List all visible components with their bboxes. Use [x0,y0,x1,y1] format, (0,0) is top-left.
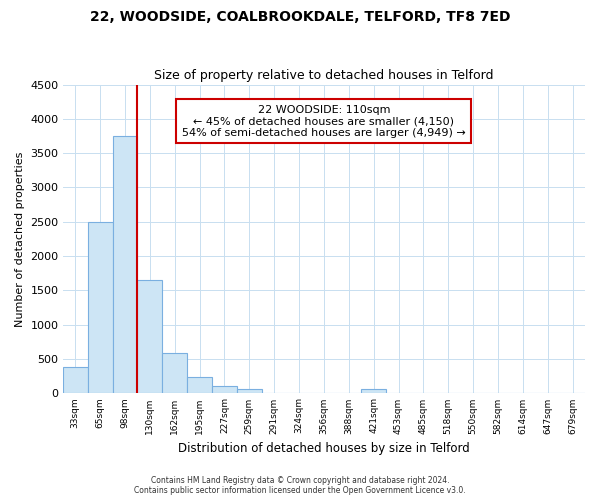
Bar [212,386,237,393]
Bar [361,390,386,393]
Y-axis label: Number of detached properties: Number of detached properties [15,151,25,326]
Bar [237,389,262,393]
Title: Size of property relative to detached houses in Telford: Size of property relative to detached ho… [154,69,494,82]
Bar [163,354,187,393]
Text: Contains HM Land Registry data © Crown copyright and database right 2024.
Contai: Contains HM Land Registry data © Crown c… [134,476,466,495]
Text: 22 WOODSIDE: 110sqm
← 45% of detached houses are smaller (4,150)
54% of semi-det: 22 WOODSIDE: 110sqm ← 45% of detached ho… [182,104,466,138]
Bar [187,376,212,393]
Bar [137,280,163,393]
Bar [63,367,88,393]
Bar [88,222,113,393]
Text: 22, WOODSIDE, COALBROOKDALE, TELFORD, TF8 7ED: 22, WOODSIDE, COALBROOKDALE, TELFORD, TF… [90,10,510,24]
X-axis label: Distribution of detached houses by size in Telford: Distribution of detached houses by size … [178,442,470,455]
Bar [113,136,137,393]
